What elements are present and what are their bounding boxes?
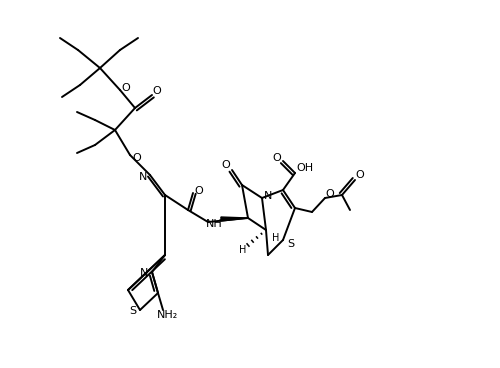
Text: OH: OH — [296, 163, 314, 173]
Text: N: N — [139, 172, 147, 182]
Text: H: H — [272, 233, 280, 243]
Text: O: O — [222, 160, 230, 170]
Text: O: O — [356, 170, 364, 180]
Text: O: O — [122, 83, 130, 93]
Polygon shape — [221, 217, 248, 221]
Text: S: S — [288, 239, 294, 249]
Text: NH₂: NH₂ — [158, 310, 178, 320]
Text: O: O — [152, 86, 162, 96]
Text: O: O — [326, 189, 334, 199]
Text: O: O — [132, 153, 141, 163]
Text: O: O — [194, 186, 203, 196]
Text: H: H — [240, 245, 246, 255]
Text: O: O — [272, 153, 281, 163]
Text: S: S — [130, 306, 136, 316]
Text: N: N — [140, 268, 148, 278]
Text: N: N — [264, 191, 272, 201]
Text: NH: NH — [206, 219, 222, 229]
